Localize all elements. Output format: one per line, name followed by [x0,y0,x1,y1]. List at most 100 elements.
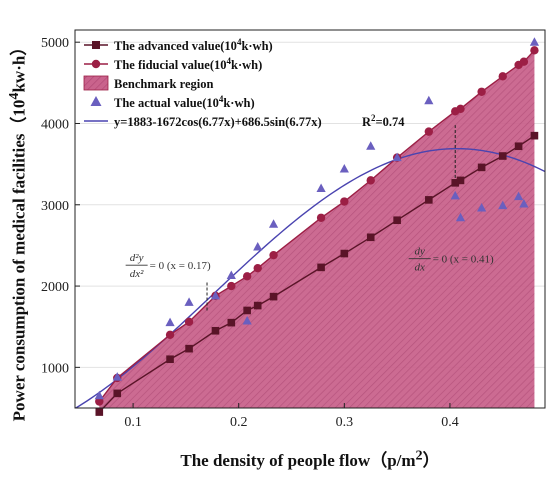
first-derivative-numerator: dy [415,246,426,258]
actual-point [165,317,175,327]
actual-point [316,183,326,193]
legend-label-main: The fiducial value(10 [114,58,227,72]
legend-advanced-marker [92,41,100,49]
advanced-point [530,131,539,140]
fiducial-point [95,397,104,406]
y-tick-label: 3000 [41,199,69,214]
legend-label-tail: k·wh) [223,96,254,110]
first-derivative-denominator: dx [415,262,426,274]
y-axis-label-wrap: Power consumption of medical facilities（… [4,30,30,430]
actual-point [242,316,252,325]
actual-point [184,297,194,306]
fiducial-point [477,87,486,96]
fiducial-point [227,281,236,291]
y-tick-label: 1000 [41,361,69,376]
actual-point [450,190,460,200]
fiducial-point [269,250,278,260]
r-squared-label-tail: =0.74 [376,115,406,129]
advanced-point [185,344,193,353]
actual-point [253,242,263,251]
advanced-point [95,408,104,416]
actual-point [268,219,279,228]
fiducial-point [366,176,375,185]
advanced-point [477,163,486,172]
legend-label-tail: k·wh) [231,58,262,72]
benchmark-region-area [99,50,535,408]
actual-point [339,164,349,173]
advanced-point [113,389,122,398]
actual-point [455,212,466,222]
legend-label-main: y=1883-1672cos(6.77x)+686.5sin(6.77x) [114,115,322,129]
fiducial-point [316,213,326,222]
actual-point [477,203,487,212]
legend-label-sup: 4 [237,37,242,47]
legend: The advanced value(104k·wh)The fiducial … [83,37,405,129]
plot-frame [74,29,546,409]
actual-point [210,290,221,300]
advanced-point [211,326,220,335]
second-derivative-condition: = 0 (x = 0.17) [150,260,211,272]
benchmark-region [99,50,535,408]
fiducial-point [456,104,465,114]
legend-fiducial-marker [91,59,101,69]
fiducial-point [184,317,194,327]
fiducial-point [424,127,434,136]
x-tick-label: 0.3 [336,415,354,430]
legend-label-main: Benchmark region [114,77,213,91]
actual-point [513,191,524,201]
advanced-point [451,179,460,187]
fiducial-point [165,330,175,340]
legend-label-main: The actual value(10 [114,96,219,110]
r-squared-label-sup: 2 [371,113,376,123]
series-markers [94,37,540,416]
fiducial-point [498,72,507,81]
legend-label: Benchmark region [114,77,213,91]
advanced-point [425,196,433,204]
actual-point [226,270,236,279]
advanced-point [253,301,262,310]
second-derivative-numerator: d²y [130,252,144,264]
advanced-point [340,249,349,258]
advanced-point [514,142,523,151]
actual-point [529,37,540,46]
fiducial-point [340,197,349,206]
advanced-point [227,318,236,327]
first-derivative-condition: = 0 (x = 0.41) [433,254,494,266]
legend-label: y=1883-1672cos(6.77x)+686.5sin(6.77x) [114,115,322,129]
actual-point [94,390,104,400]
advanced-point [366,233,375,242]
advanced-point [243,306,251,315]
annotations: d²y dx² = 0 (x = 0.17) dy dx = 0 (x = 0.41) [125,125,494,311]
y-axis-label: Power consumption of medical facilities（… [5,38,29,422]
fiducial-point [530,46,539,55]
advanced-point [498,152,507,160]
legend-label: The actual value(104k·wh) [114,94,255,110]
actual-point [424,95,434,105]
axis-ticks: 0.1 0.2 0.3 0.4 1000 2000 3000 4000 5000 [41,36,459,430]
legend-region-swatch [83,75,109,91]
r-squared-label-main: R [362,115,372,129]
r-squared-label: R2=0.74 [362,113,405,129]
advanced-point [456,176,465,185]
x-tick-label: 0.2 [230,415,248,430]
legend-label-sup: 4 [227,56,232,66]
actual-point [392,152,402,162]
legend-label-main: The advanced value(10 [114,39,237,53]
advanced-point [393,216,401,225]
legend-label-tail: k·wh) [241,39,272,53]
actual-point [112,372,122,381]
advanced-point [317,263,325,272]
second-derivative-denominator: dx² [130,268,144,280]
advanced-point [166,355,174,364]
legend-label: The advanced value(104k·wh) [114,37,273,53]
actual-point [366,141,376,150]
legend-label: The fiducial value(104k·wh) [114,56,262,72]
fiducial-point [519,57,529,66]
y-tick-label: 4000 [41,117,69,132]
legend-actual-marker [90,96,102,106]
x-tick-label: 0.1 [124,415,142,430]
x-axis-label: The density of people flow（p/m2） [180,447,440,470]
y-tick-label: 5000 [41,36,69,51]
x-tick-label: 0.4 [441,415,459,430]
